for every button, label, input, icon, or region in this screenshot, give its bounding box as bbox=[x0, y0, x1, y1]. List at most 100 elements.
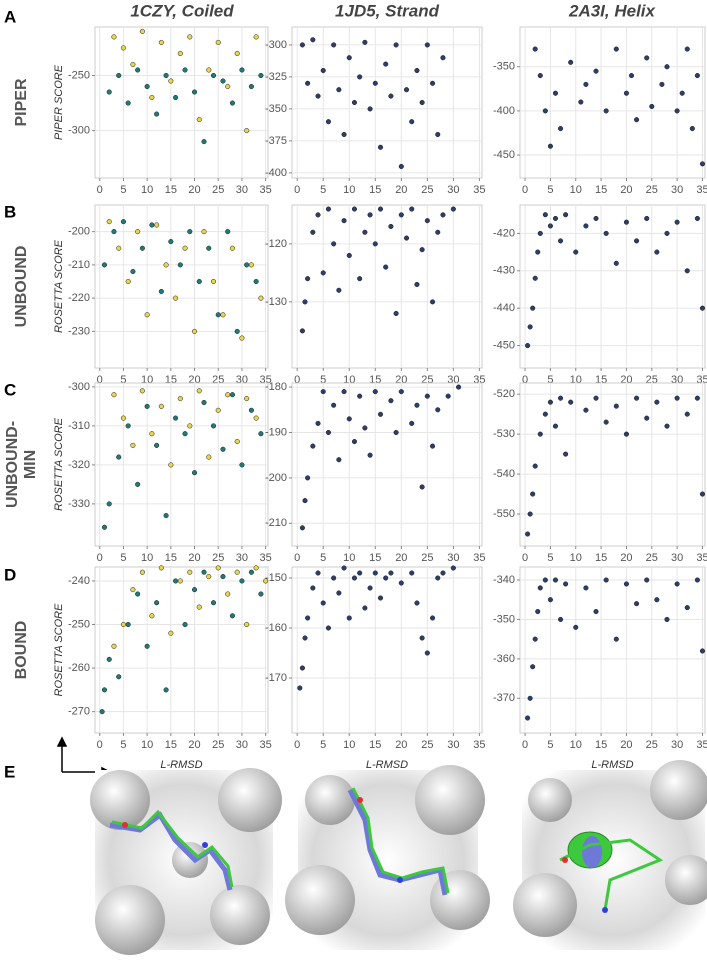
point bbox=[398, 389, 404, 395]
point bbox=[154, 442, 160, 448]
point bbox=[542, 577, 548, 583]
point bbox=[253, 278, 259, 285]
point bbox=[583, 585, 589, 591]
point bbox=[393, 310, 399, 317]
point bbox=[111, 392, 117, 398]
point bbox=[305, 615, 311, 621]
point bbox=[225, 83, 231, 90]
point bbox=[445, 393, 451, 399]
row-label: UNBOUND- bbox=[4, 421, 21, 508]
point bbox=[383, 264, 389, 270]
point bbox=[699, 305, 706, 311]
point bbox=[191, 587, 198, 593]
point bbox=[253, 34, 259, 40]
point bbox=[372, 80, 378, 86]
x-tick-label: 0 bbox=[522, 374, 528, 386]
x-tick-label: 10 bbox=[141, 184, 153, 196]
y-tick-label: -400 bbox=[493, 105, 515, 117]
x-tick-label: 0 bbox=[522, 552, 528, 564]
panel-e-images bbox=[90, 760, 707, 955]
point bbox=[456, 384, 462, 390]
point bbox=[388, 93, 394, 99]
point bbox=[191, 89, 198, 95]
point bbox=[187, 229, 193, 235]
point bbox=[424, 42, 430, 48]
point bbox=[403, 87, 410, 93]
y-tick-label: -400 bbox=[265, 167, 287, 179]
point bbox=[302, 635, 308, 641]
x-tick-label: 0 bbox=[294, 184, 300, 196]
point bbox=[187, 423, 193, 429]
point bbox=[563, 212, 569, 218]
point bbox=[593, 609, 599, 615]
point bbox=[694, 215, 700, 222]
x-tick-label: 30 bbox=[447, 184, 459, 196]
point bbox=[547, 399, 553, 405]
point bbox=[116, 674, 122, 680]
point bbox=[163, 513, 169, 519]
x-tick-label: 35 bbox=[696, 739, 707, 751]
y-tick-label: -220 bbox=[68, 292, 90, 304]
point bbox=[552, 90, 559, 96]
point bbox=[120, 415, 126, 421]
point bbox=[362, 605, 368, 611]
point bbox=[331, 575, 337, 581]
point bbox=[578, 99, 584, 105]
row-label: BOUND bbox=[13, 621, 30, 680]
x-tick-label: 0 bbox=[97, 184, 103, 196]
point bbox=[547, 223, 553, 229]
point bbox=[367, 452, 373, 458]
point bbox=[244, 396, 250, 402]
point bbox=[106, 219, 112, 225]
point bbox=[530, 491, 536, 497]
point bbox=[234, 328, 240, 334]
point bbox=[182, 67, 188, 73]
x-tick-label: 15 bbox=[165, 184, 177, 196]
point bbox=[191, 328, 198, 334]
x-tick-label: 0 bbox=[294, 374, 300, 386]
point bbox=[654, 249, 660, 255]
point bbox=[362, 425, 368, 431]
x-axis-label: L-RMSD bbox=[591, 759, 633, 771]
point bbox=[130, 61, 136, 68]
point bbox=[196, 604, 202, 610]
point bbox=[583, 81, 589, 87]
point bbox=[229, 392, 236, 398]
point bbox=[106, 501, 112, 507]
x-tick-label: 30 bbox=[447, 739, 459, 751]
point bbox=[253, 415, 259, 421]
point bbox=[220, 446, 226, 452]
x-tick-label: 0 bbox=[97, 374, 103, 386]
y-tick-label: -260 bbox=[68, 662, 90, 674]
point bbox=[297, 685, 303, 691]
y-tick-label: -250 bbox=[68, 69, 90, 81]
point bbox=[220, 312, 226, 318]
point bbox=[201, 139, 207, 145]
point bbox=[305, 276, 311, 282]
x-tick-label: 30 bbox=[671, 552, 683, 564]
x-tick-label: 20 bbox=[188, 739, 200, 751]
point bbox=[424, 218, 430, 224]
point bbox=[258, 295, 264, 301]
point bbox=[149, 222, 155, 228]
point bbox=[388, 570, 394, 576]
point bbox=[623, 431, 629, 437]
point bbox=[593, 215, 599, 222]
x-tick-label: 0 bbox=[294, 739, 300, 751]
point bbox=[158, 39, 164, 45]
point bbox=[664, 423, 670, 429]
point bbox=[168, 239, 174, 245]
y-tick-label: -230 bbox=[68, 325, 90, 337]
point bbox=[120, 45, 126, 51]
column-title: 1CZY, Coiled bbox=[130, 1, 234, 20]
point bbox=[694, 395, 700, 401]
point bbox=[525, 343, 531, 349]
point bbox=[239, 67, 245, 73]
point bbox=[215, 565, 221, 571]
point bbox=[674, 108, 680, 114]
point bbox=[419, 635, 425, 641]
point bbox=[552, 423, 559, 429]
point bbox=[388, 398, 394, 404]
point bbox=[144, 83, 150, 90]
point bbox=[532, 46, 538, 52]
